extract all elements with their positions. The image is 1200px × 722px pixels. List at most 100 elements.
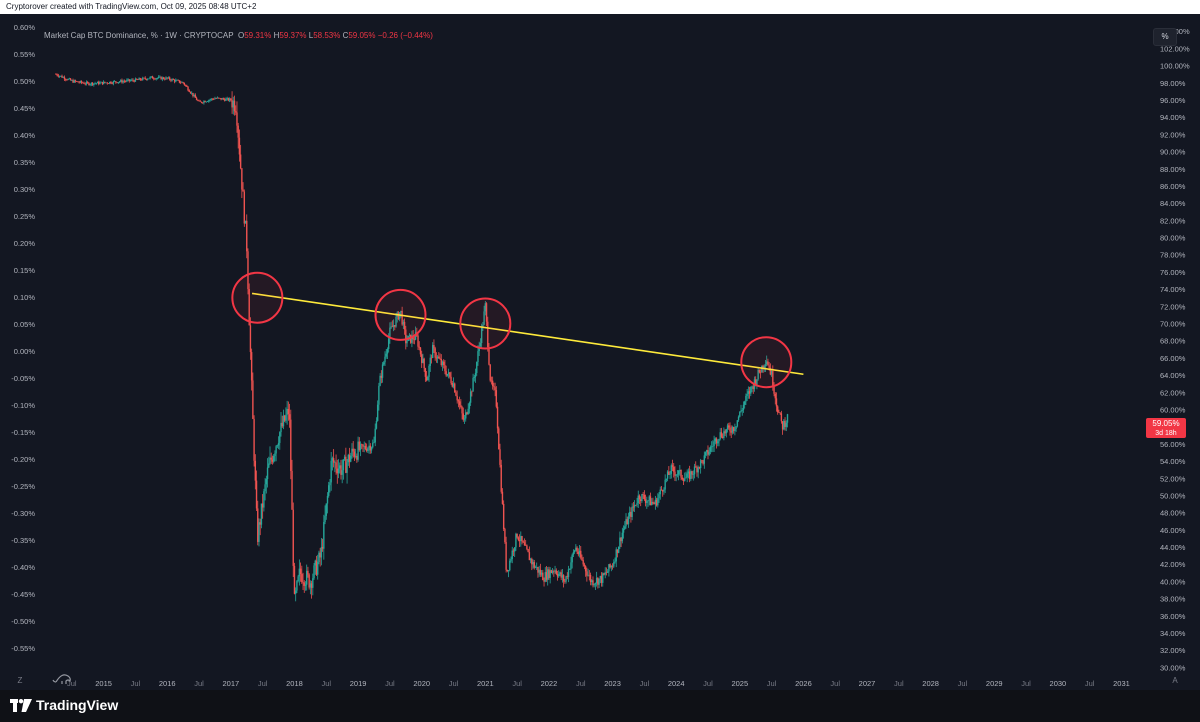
x-axis[interactable]: Jul 2015 Jul 2016 Jul 2017 Jul 2018 Jul 2019 Jul 20…: [67, 679, 1130, 688]
candle-body: [334, 462, 336, 464]
candle-body: [723, 431, 725, 438]
candle-body: [261, 503, 264, 508]
candle-body: [743, 401, 746, 405]
candle-body: [253, 418, 255, 461]
candle-body: [454, 383, 456, 393]
highlight-circle[interactable]: [459, 297, 512, 350]
dino-icon[interactable]: [52, 674, 71, 684]
candle-body: [298, 568, 301, 577]
candle-body: [735, 426, 737, 429]
candle-body: [709, 446, 712, 452]
candle-body: [767, 361, 769, 366]
candle-body: [676, 474, 679, 476]
candle-body: [184, 84, 187, 86]
candle-body: [134, 78, 137, 82]
candle-body: [94, 83, 96, 84]
candle-body: [762, 365, 764, 369]
candle-body: [332, 458, 335, 463]
candle-body: [438, 356, 440, 359]
candle-body: [518, 540, 521, 542]
candle-body: [323, 522, 325, 549]
candle-body: [736, 420, 739, 427]
highlight-circle[interactable]: [374, 288, 427, 341]
candle-body: [266, 467, 269, 480]
candle-body: [687, 471, 690, 474]
candle-body: [521, 536, 523, 542]
candle-body: [139, 78, 142, 80]
candle-body: [424, 368, 427, 377]
candle-body: [133, 80, 135, 82]
right-axis-tick: 78.00%: [1160, 251, 1186, 260]
drawings[interactable]: [231, 271, 804, 389]
candle-body: [56, 74, 58, 76]
candle-body: [268, 463, 270, 468]
candle-body: [379, 375, 381, 386]
candle-body: [124, 81, 127, 82]
candle-body: [246, 220, 248, 252]
candle-body: [206, 101, 209, 103]
candle-body: [741, 409, 743, 411]
tradingview-brand[interactable]: TradingView: [10, 697, 118, 713]
candle-body: [691, 471, 693, 475]
candle-body: [288, 414, 291, 420]
trendline[interactable]: [251, 292, 804, 376]
candle-body: [456, 395, 458, 401]
candle-body: [706, 450, 708, 453]
candle-body: [425, 376, 428, 381]
candle-body: [296, 581, 298, 591]
legend[interactable]: Market Cap BTC Dominance, % · 1W · CRYPT…: [44, 31, 433, 41]
candle-body: [88, 82, 90, 86]
candle-body: [461, 407, 463, 414]
candle-body: [664, 479, 666, 490]
candle-body: [217, 97, 220, 99]
candle-body: [168, 77, 171, 80]
candle-body: [362, 444, 364, 447]
candle-body: [391, 326, 394, 328]
candle-body: [210, 98, 212, 100]
highlight-circle[interactable]: [231, 271, 284, 324]
candle-body: [586, 571, 588, 576]
candle-body: [472, 377, 474, 392]
legend-open: 59.31%: [244, 31, 272, 40]
candle-body: [279, 432, 281, 443]
candle-body: [353, 451, 356, 457]
candle-body: [556, 573, 559, 577]
candle-body: [299, 568, 302, 575]
highlight-circle[interactable]: [740, 336, 793, 389]
candle-body: [406, 340, 408, 344]
chart-area[interactable]: 0.60% 0.55% 0.50% 0.45% 0.40% 0.35% 0.30% 0.25%…: [0, 14, 1200, 690]
candle-body: [87, 82, 89, 83]
x-axis-tick: Jul: [131, 679, 141, 688]
candle-body: [271, 459, 274, 462]
candle-body: [643, 495, 646, 500]
auto-scale-icon[interactable]: A: [1172, 676, 1178, 685]
candle-body: [719, 432, 721, 439]
chart-svg[interactable]: 0.60% 0.55% 0.50% 0.45% 0.40% 0.35% 0.30% 0.25%…: [0, 14, 1200, 690]
scale-mode-button[interactable]: %: [1153, 28, 1177, 46]
candle-body: [294, 590, 297, 594]
candle-body: [471, 391, 473, 393]
left-axis-tick: 0.15%: [14, 266, 36, 275]
candle-body: [135, 78, 138, 80]
candle-body: [449, 372, 451, 377]
timezone-icon[interactable]: Z: [18, 676, 23, 685]
candle-body: [684, 478, 686, 481]
right-axis-tick: 52.00%: [1160, 474, 1186, 483]
candle-body: [95, 83, 97, 84]
candle-body: [619, 537, 621, 547]
candle-body: [528, 552, 531, 561]
x-axis-tick: Jul: [640, 679, 650, 688]
candle-body: [627, 516, 630, 525]
candle-body: [347, 454, 349, 463]
legend-symbol: Market Cap BTC Dominance, % · 1W · CRYPT…: [44, 31, 234, 40]
candle-body: [622, 529, 625, 533]
candle-body: [370, 447, 373, 451]
candle-body: [280, 422, 282, 433]
candle-body: [98, 81, 100, 85]
candle-body: [239, 154, 242, 169]
right-axis[interactable]: 104.00%102.00%100.00%98.00%96.00%94.00%9…: [1160, 27, 1190, 672]
candle-body: [224, 99, 226, 101]
candle-body: [282, 415, 285, 427]
candle-body: [142, 77, 144, 81]
candle-body: [512, 550, 515, 552]
